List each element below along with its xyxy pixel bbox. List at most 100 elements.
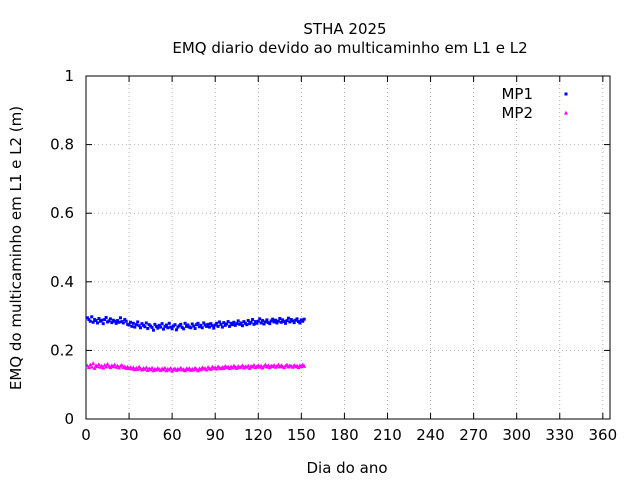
mp1-point: [252, 322, 256, 326]
mp1-point: [274, 318, 278, 322]
x-tick-label: 300: [502, 426, 531, 444]
mp2-point: [108, 365, 113, 370]
legend-label-mp1: MP1: [501, 85, 533, 103]
mp2-point: [214, 366, 219, 371]
x-tick-label: 60: [163, 426, 182, 444]
mp2-point: [95, 364, 100, 369]
mp1-point: [206, 322, 210, 326]
mp1-point: [246, 319, 250, 323]
y-tick-label: 0: [64, 410, 74, 428]
x-tick-label: 90: [206, 426, 225, 444]
mp2-point: [296, 365, 301, 370]
mp1-point: [189, 326, 193, 330]
mp1-point: [169, 325, 173, 329]
mp1-point: [263, 320, 267, 324]
mp1-point: [107, 319, 111, 323]
mp2-point: [92, 366, 97, 370]
mp1-point: [262, 322, 266, 326]
mp1-point: [207, 325, 211, 329]
mp1-point: [174, 328, 178, 332]
mp1-point: [291, 319, 295, 323]
mp1-point: [100, 318, 104, 322]
mp2-point: [195, 368, 200, 373]
mp1-point: [222, 321, 226, 325]
mp1-point: [196, 321, 200, 325]
mp1-point: [240, 324, 244, 328]
mp1-point: [295, 317, 299, 321]
mp1-point: [124, 319, 128, 323]
mp2-point: [91, 361, 96, 366]
mp2-point: [263, 362, 268, 367]
mp1-point: [159, 325, 163, 329]
mp1-point: [218, 320, 222, 324]
mp1-point: [183, 321, 187, 325]
mp2-point: [178, 365, 183, 370]
mp2-point: [290, 365, 295, 369]
mp1-point: [156, 326, 160, 330]
mp1-point: [97, 317, 101, 321]
mp1-point: [110, 321, 114, 325]
mp1-point: [276, 319, 280, 323]
mp1-point: [288, 320, 292, 324]
mp1-point: [232, 320, 236, 324]
mp2-point: [191, 367, 196, 372]
mp1-point: [113, 319, 117, 323]
x-tick-label: 150: [287, 426, 316, 444]
x-tick-label: 120: [244, 426, 273, 444]
mp1-point: [268, 322, 272, 326]
mp1-point: [220, 325, 224, 329]
y-axis-label: EMQ do multicaminho em L1 e L2 (m): [7, 106, 25, 390]
mp1-point: [199, 323, 203, 327]
mp1-point: [200, 326, 204, 330]
mp1-point: [255, 321, 259, 325]
mp1-point: [282, 320, 286, 324]
mp2-point: [101, 365, 106, 370]
mp1-point: [160, 322, 164, 326]
mp1-point: [157, 323, 161, 327]
mp1-point: [85, 316, 89, 320]
mp2-point: [240, 363, 245, 368]
mp1-point: [87, 318, 91, 322]
mp1-point: [279, 320, 283, 324]
mp2-point: [221, 366, 226, 370]
mp1-point: [271, 317, 275, 321]
mp1-point: [190, 322, 194, 326]
mp1-point: [136, 320, 140, 324]
mp1-point: [179, 322, 183, 326]
mp1-point: [153, 322, 157, 326]
mp1-point: [228, 324, 232, 328]
mp2-point: [266, 363, 271, 368]
mp1-point: [281, 318, 285, 322]
mp1-point: [216, 324, 220, 328]
mp2-point: [96, 362, 101, 367]
mp2-point: [89, 364, 94, 369]
mp2-point: [88, 362, 93, 367]
mp1-point: [118, 316, 122, 320]
mp1-point: [253, 320, 257, 324]
mp1-point: [144, 321, 148, 325]
mp1-point: [242, 320, 246, 324]
mp1-point: [251, 318, 255, 322]
mp1-point: [131, 321, 135, 325]
mp2-point: [131, 365, 136, 370]
mp1-point: [88, 319, 92, 323]
mp1-point: [249, 320, 253, 324]
mp1-point: [108, 317, 112, 321]
mp1-point: [182, 327, 186, 331]
mp2-point: [234, 366, 239, 370]
mp1-point: [215, 321, 219, 325]
mp1-point: [90, 315, 94, 319]
mp1-point: [146, 326, 150, 330]
x-tick-label: 210: [373, 426, 402, 444]
mp1-point: [245, 323, 249, 327]
x-tick-label: 360: [589, 426, 618, 444]
mp1-point: [205, 324, 209, 328]
series-mp2: [85, 361, 307, 373]
mp2-point: [144, 365, 149, 370]
mp2-point: [284, 362, 289, 367]
mp1-point: [239, 321, 243, 325]
mp2-point: [115, 363, 120, 368]
mp1-point: [302, 317, 306, 321]
plot-border: [85, 75, 611, 420]
